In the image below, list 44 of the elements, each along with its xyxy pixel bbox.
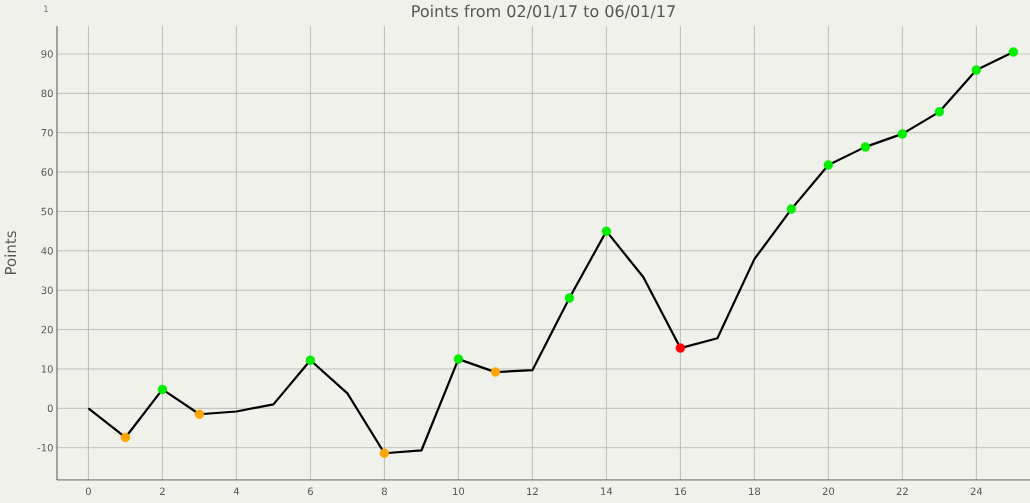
x-tick-label: 10 — [453, 487, 465, 496]
x-tick-label: 14 — [601, 487, 613, 495]
point — [897, 129, 908, 139]
x-tick-label: 12 — [527, 487, 538, 495]
y-tick-label: 40 — [41, 247, 53, 255]
y-tick-label: 60 — [41, 168, 53, 176]
y-tick-label: 10 — [41, 365, 53, 373]
x-tick-label: 4 — [233, 487, 240, 495]
point — [860, 142, 871, 152]
y-axis-title: Points — [4, 231, 17, 275]
point — [934, 107, 945, 117]
y-tick-label: 70 — [41, 128, 53, 137]
x-tick-label: 16 — [675, 487, 687, 496]
point — [823, 160, 834, 170]
x-tick-label: 6 — [307, 487, 313, 496]
text: 1 — [44, 5, 49, 13]
point — [971, 65, 982, 75]
y-tick-label: 80 — [41, 89, 53, 98]
y-tick-label: 0 — [47, 404, 53, 413]
point — [157, 384, 168, 395]
point — [1008, 47, 1019, 57]
x-tick-label: 22 — [896, 487, 908, 495]
point — [453, 354, 464, 364]
point — [786, 204, 797, 214]
point — [379, 448, 390, 458]
y-tick-label: -10 — [37, 443, 53, 452]
point — [675, 343, 686, 353]
x-tick-label: 0 — [85, 487, 91, 496]
chart-title: Points from 02/01/17 to 06/01/17 — [412, 4, 675, 19]
point — [601, 226, 612, 236]
point — [194, 409, 205, 419]
x-tick-label: 24 — [970, 487, 983, 495]
y-tick-label: 30 — [41, 286, 53, 294]
x-tick-label: 2 — [160, 487, 165, 495]
point — [305, 355, 316, 365]
point — [564, 293, 575, 303]
x-tick-label: 18 — [749, 487, 761, 496]
y-tick-label: 20 — [41, 325, 53, 334]
x-tick-label: 20 — [822, 487, 835, 496]
point — [120, 432, 131, 443]
y-tick-label: 90 — [41, 50, 53, 58]
x-tick-label: 8 — [381, 487, 387, 496]
y-tick-label: 50 — [41, 207, 53, 216]
point — [490, 367, 501, 377]
